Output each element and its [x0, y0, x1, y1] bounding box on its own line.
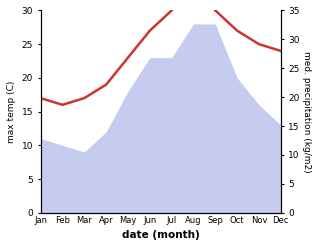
Y-axis label: med. precipitation (kg/m2): med. precipitation (kg/m2): [302, 51, 311, 172]
X-axis label: date (month): date (month): [122, 230, 200, 240]
Y-axis label: max temp (C): max temp (C): [7, 80, 16, 143]
